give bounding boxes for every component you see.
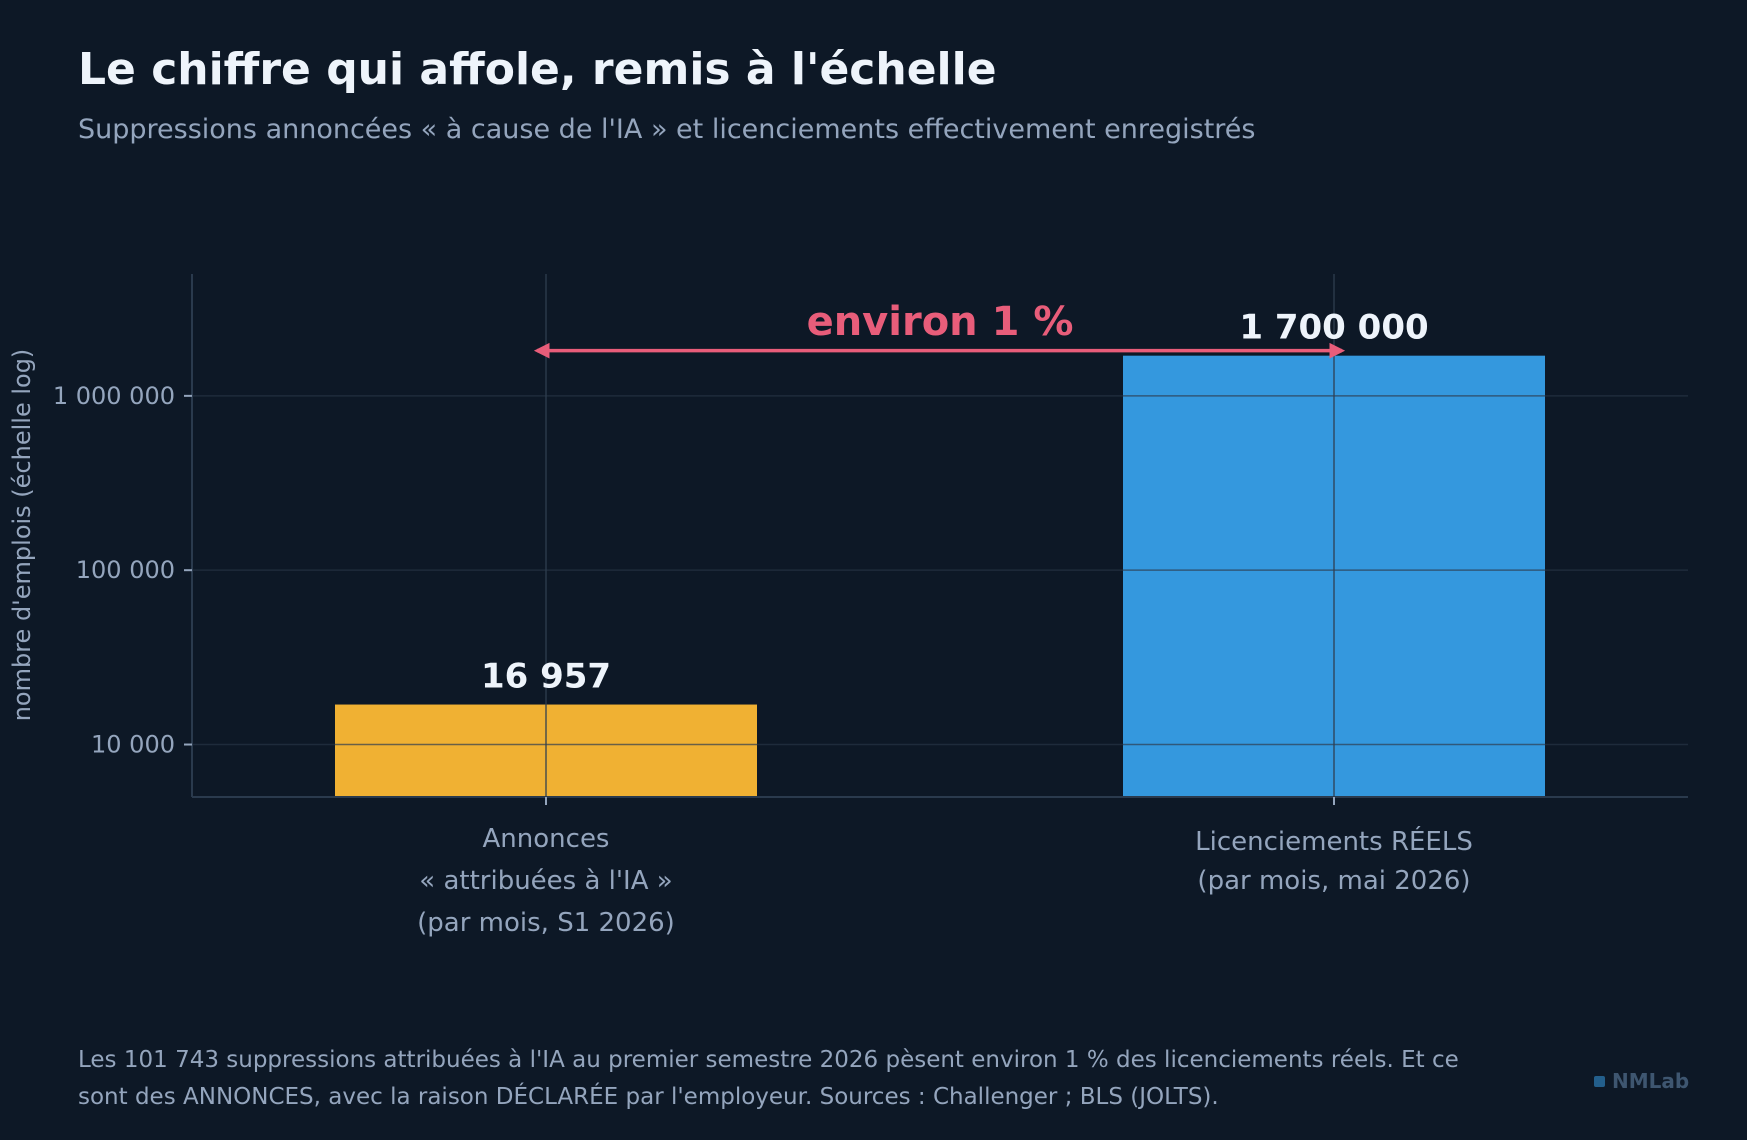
brand-logo: NMLab [1594,1069,1689,1093]
x-category-label: Annonces [483,824,610,854]
y-axis-label: nombre d'emplois (échelle log) [8,349,36,722]
chart-subtitle: Suppressions annoncées « à cause de l'IA… [78,114,1256,145]
brand-mark-icon [1594,1075,1605,1087]
brand-name: NMLab [1612,1069,1690,1093]
bar-value-label: 16 957 [481,657,611,697]
x-category-label: « attribuées à l'IA » [419,866,672,896]
footnote: Les 101 743 suppressions attribuées à l'… [78,1047,1459,1110]
plot-area: 10 000 100 000 1 000 000 nombre d'emplois (… [8,274,1688,938]
x-category-label: Licenciements RÉELS [1195,825,1473,857]
y-tick-label: 1 000 000 [53,382,175,410]
y-tick-label: 10 000 [91,731,175,759]
annotation-label: environ 1 % [807,299,1074,345]
x-category-label: (par mois, S1 2026) [417,908,675,938]
x-category-label: (par mois, mai 2026) [1197,866,1470,896]
chart-title: Le chiffre qui affole, remis à l'échelle [78,44,997,95]
y-tick-label: 100 000 [76,556,175,584]
bar-value-label: 1 700 000 [1239,308,1428,348]
